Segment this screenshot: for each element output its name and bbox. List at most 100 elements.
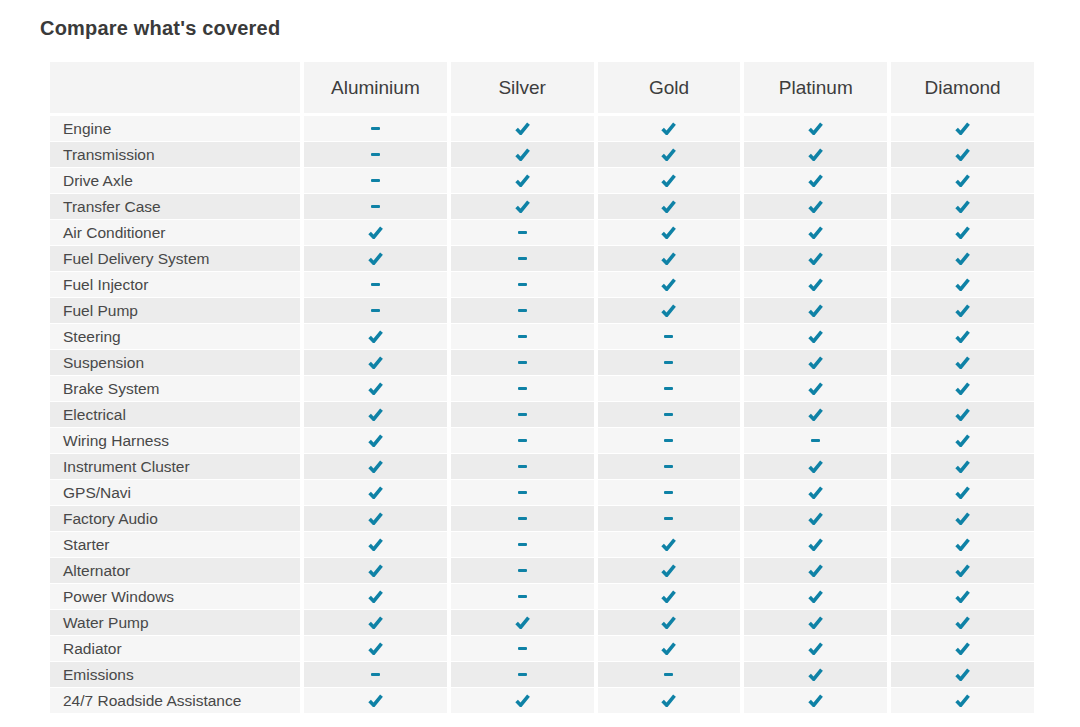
- not-covered-cell-silver: [451, 454, 594, 479]
- table-row: Air Conditioner: [50, 220, 1034, 245]
- table-row: Drive Axle: [50, 168, 1034, 193]
- dash-icon: [371, 153, 380, 156]
- row-label: Steering: [50, 324, 300, 349]
- dash-icon: [518, 231, 527, 234]
- check-icon: [368, 408, 383, 421]
- check-icon: [661, 148, 676, 161]
- row-label: Power Windows: [50, 584, 300, 609]
- plan-header-platinum: Platinum: [744, 62, 887, 113]
- check-icon: [515, 694, 530, 707]
- covered-cell-diamond: [891, 324, 1034, 349]
- check-icon: [955, 564, 970, 577]
- table-row: Fuel Injector: [50, 272, 1034, 297]
- covered-cell-platinum: [744, 168, 887, 193]
- covered-cell-platinum: [744, 116, 887, 141]
- dash-icon: [664, 673, 673, 676]
- not-covered-cell-gold: [598, 324, 741, 349]
- check-icon: [808, 642, 823, 655]
- check-icon: [955, 148, 970, 161]
- check-icon: [368, 382, 383, 395]
- dash-icon: [371, 309, 380, 312]
- table-row: Brake System: [50, 376, 1034, 401]
- covered-cell-platinum: [744, 350, 887, 375]
- covered-cell-platinum: [744, 246, 887, 271]
- covered-cell-platinum: [744, 506, 887, 531]
- check-icon: [955, 122, 970, 135]
- covered-cell-diamond: [891, 428, 1034, 453]
- check-icon: [955, 200, 970, 213]
- check-icon: [955, 382, 970, 395]
- covered-cell-gold: [598, 220, 741, 245]
- not-covered-cell-silver: [451, 558, 594, 583]
- covered-cell-diamond: [891, 688, 1034, 713]
- row-label: Engine: [50, 116, 300, 141]
- row-label: Air Conditioner: [50, 220, 300, 245]
- dash-icon: [518, 361, 527, 364]
- check-icon: [661, 590, 676, 603]
- covered-cell-silver: [451, 610, 594, 635]
- not-covered-cell-silver: [451, 480, 594, 505]
- row-label: Instrument Cluster: [50, 454, 300, 479]
- covered-cell-platinum: [744, 298, 887, 323]
- not-covered-cell-silver: [451, 220, 594, 245]
- not-covered-cell-platinum: [744, 428, 887, 453]
- check-icon: [368, 226, 383, 239]
- covered-cell-platinum: [744, 194, 887, 219]
- not-covered-cell-silver: [451, 272, 594, 297]
- check-icon: [661, 252, 676, 265]
- dash-icon: [518, 543, 527, 546]
- row-label: Fuel Delivery System: [50, 246, 300, 271]
- check-icon: [808, 200, 823, 213]
- check-icon: [955, 304, 970, 317]
- check-icon: [955, 226, 970, 239]
- row-label: 24/7 Roadside Assistance: [50, 688, 300, 713]
- header-empty-cell: [50, 62, 300, 113]
- covered-cell-silver: [451, 688, 594, 713]
- row-label: Drive Axle: [50, 168, 300, 193]
- check-icon: [808, 694, 823, 707]
- check-icon: [955, 642, 970, 655]
- plan-header-gold: Gold: [598, 62, 741, 113]
- covered-cell-aluminium: [304, 532, 447, 557]
- table-row: GPS/Navi: [50, 480, 1034, 505]
- not-covered-cell-silver: [451, 662, 594, 687]
- check-icon: [368, 460, 383, 473]
- covered-cell-diamond: [891, 350, 1034, 375]
- covered-cell-silver: [451, 168, 594, 193]
- check-icon: [808, 408, 823, 421]
- covered-cell-platinum: [744, 376, 887, 401]
- dash-icon: [664, 335, 673, 338]
- check-icon: [955, 330, 970, 343]
- table-row: Alternator: [50, 558, 1034, 583]
- check-icon: [955, 512, 970, 525]
- check-icon: [661, 304, 676, 317]
- table-row: Fuel Pump: [50, 298, 1034, 323]
- row-label: Wiring Harness: [50, 428, 300, 453]
- covered-cell-aluminium: [304, 480, 447, 505]
- check-icon: [955, 486, 970, 499]
- dash-icon: [371, 127, 380, 130]
- check-icon: [661, 226, 676, 239]
- dash-icon: [371, 673, 380, 676]
- covered-cell-diamond: [891, 480, 1034, 505]
- dash-icon: [811, 439, 820, 442]
- dash-icon: [518, 647, 527, 650]
- covered-cell-silver: [451, 142, 594, 167]
- check-icon: [515, 174, 530, 187]
- row-label: Alternator: [50, 558, 300, 583]
- check-icon: [368, 486, 383, 499]
- not-covered-cell-aluminium: [304, 142, 447, 167]
- check-icon: [808, 538, 823, 551]
- covered-cell-platinum: [744, 220, 887, 245]
- table-row: Radiator: [50, 636, 1034, 661]
- covered-cell-platinum: [744, 610, 887, 635]
- row-label: Transfer Case: [50, 194, 300, 219]
- not-covered-cell-aluminium: [304, 662, 447, 687]
- not-covered-cell-silver: [451, 402, 594, 427]
- covered-cell-aluminium: [304, 584, 447, 609]
- dash-icon: [371, 205, 380, 208]
- check-icon: [515, 200, 530, 213]
- check-icon: [661, 616, 676, 629]
- table-row: 24/7 Roadside Assistance: [50, 688, 1034, 713]
- table-row: Emissions: [50, 662, 1034, 687]
